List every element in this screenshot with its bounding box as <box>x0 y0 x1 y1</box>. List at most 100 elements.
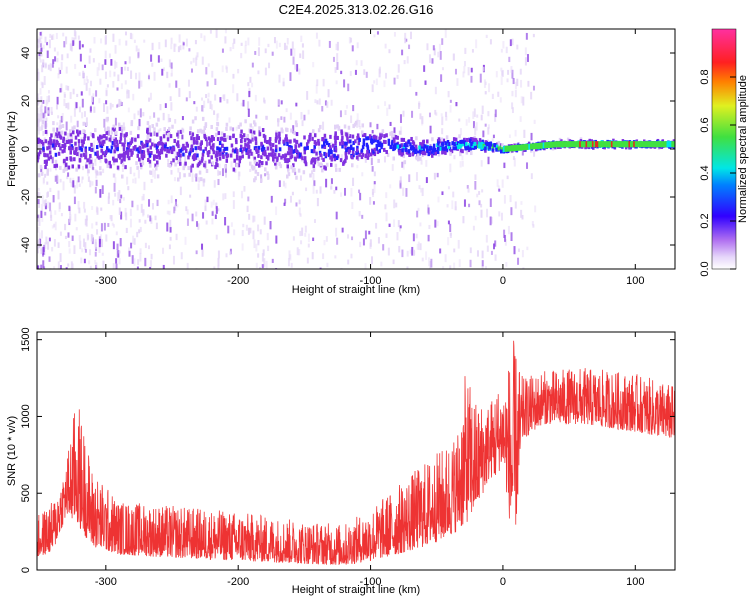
heatmap-speckle <box>474 126 477 136</box>
heatmap-ridge-cell <box>343 124 347 129</box>
heatmap-speckle <box>253 239 256 249</box>
heatmap-ridge-cell <box>89 153 92 158</box>
heatmap-speckle <box>40 111 43 121</box>
heatmap-speckle <box>55 104 58 110</box>
heatmap-speckle <box>222 94 225 100</box>
heatmap-speckle <box>104 59 107 65</box>
heatmap-speckle <box>229 47 232 52</box>
heatmap-ridge-cell <box>148 125 151 130</box>
heatmap-speckle <box>186 209 189 215</box>
heatmap-speckle <box>83 78 86 86</box>
heatmap-speckle <box>350 37 353 43</box>
heatmap-speckle <box>167 159 170 163</box>
heatmap-ridge-cell <box>454 137 458 142</box>
heatmap-speckle <box>439 50 442 60</box>
heatmap-ridge-core <box>653 141 657 148</box>
heatmap-speckle <box>179 144 182 151</box>
heatmap-ridge-cell <box>313 140 317 145</box>
heatmap-speckle <box>211 70 214 78</box>
heatmap-speckle <box>170 67 173 77</box>
heatmap-speckle <box>249 168 252 173</box>
heatmap-ridge-cell <box>63 148 66 153</box>
heatmap-ridge-cell <box>383 147 386 152</box>
heatmap-speckle <box>206 81 209 87</box>
heatmap-speckle <box>201 105 204 113</box>
heatmap-speckle <box>243 186 246 192</box>
heatmap-ridge-cell <box>156 162 159 167</box>
heatmap-speckle <box>393 77 396 85</box>
heatmap-ridge-cell <box>323 133 327 138</box>
heatmap-ridge-cell <box>316 159 319 164</box>
heatmap-speckle <box>55 32 58 40</box>
heatmap-ridge-cell <box>462 142 465 147</box>
heatmap-speckle <box>277 99 280 107</box>
heatmap-ridge-cell <box>402 137 406 142</box>
heatmap-ridge-cell <box>360 148 364 153</box>
heatmap-ridge-cell <box>292 163 295 168</box>
heatmap-ridge-cell <box>54 152 58 157</box>
heatmap-ridge-cell <box>278 134 281 139</box>
heatmap-ridge-cell <box>235 154 239 159</box>
heatmap-speckle <box>500 76 503 85</box>
heatmap-speckle <box>210 201 213 208</box>
heatmap-speckle <box>340 154 343 161</box>
heatmap-ridge-cell <box>261 161 264 166</box>
heatmap-ridge-cell <box>414 144 418 149</box>
heatmap-ridge-cell <box>103 134 106 139</box>
snr-x-tick-label: 0 <box>500 576 506 588</box>
heatmap-speckle <box>258 37 261 46</box>
heatmap-ridge-core <box>626 141 630 148</box>
heatmap-speckle <box>59 178 62 183</box>
heatmap-ridge-cell <box>247 138 251 143</box>
heatmap-speckle <box>362 238 365 246</box>
heatmap-speckle <box>428 54 431 63</box>
heatmap-speckle <box>380 261 383 267</box>
heatmap-speckle <box>278 74 281 83</box>
heatmap-speckle <box>39 31 42 36</box>
heatmap-ridge-cell <box>364 154 367 159</box>
heatmap-speckle <box>330 99 333 106</box>
heatmap-speckle <box>88 260 91 265</box>
heatmap-speckle <box>59 88 62 93</box>
heatmap-ridge-cell <box>105 149 108 154</box>
heatmap-speckle <box>126 66 129 71</box>
heatmap-ridge-core <box>563 141 566 148</box>
heatmap-ridge-cell <box>197 145 200 150</box>
heatmap-speckle <box>373 34 376 38</box>
heatmap-speckle <box>98 238 101 248</box>
heatmap-ridge-cell <box>361 145 365 150</box>
heatmap-speckle <box>83 201 86 209</box>
heatmap-ridge-cell <box>372 134 376 139</box>
heatmap-ridge-cell <box>371 148 374 153</box>
heatmap-ridge-cell <box>400 137 404 142</box>
heatmap-speckle <box>371 256 374 265</box>
heatmap-speckle <box>79 240 82 250</box>
heatmap-speckle <box>301 227 304 236</box>
heatmap-speckle <box>265 260 268 269</box>
heatmap-ridge-core <box>593 141 596 148</box>
heatmap-speckle <box>69 91 72 99</box>
heatmap-ridge-cell <box>220 131 224 136</box>
heatmap-ridge-cell <box>286 151 290 156</box>
heatmap-speckle <box>377 105 380 109</box>
heatmap-ridge-cell <box>235 163 239 168</box>
heatmap-ridge-cell <box>176 132 179 137</box>
heatmap-speckle <box>197 223 200 230</box>
heatmap-speckle <box>330 142 333 146</box>
heatmap-speckle <box>99 234 102 240</box>
heatmap-ridge-cell <box>263 149 267 154</box>
heatmap-speckle <box>44 242 47 249</box>
heatmap-speckle <box>248 87 251 94</box>
heatmap-ridge-cell <box>317 162 321 167</box>
snr-x-axis-label: Height of straight line (km) <box>292 584 420 596</box>
heatmap-speckle <box>65 66 68 74</box>
heatmap-ridge-cell <box>234 138 238 143</box>
heatmap-speckle <box>108 53 111 58</box>
heatmap-speckle <box>472 225 475 231</box>
heatmap-speckle <box>143 181 146 191</box>
heatmap-ridge-cell <box>463 137 466 142</box>
heatmap-speckle <box>40 41 43 48</box>
heatmap-ridge-cell <box>218 156 222 161</box>
heatmap-speckle <box>373 181 376 185</box>
heatmap-ridge-cell <box>500 146 503 151</box>
